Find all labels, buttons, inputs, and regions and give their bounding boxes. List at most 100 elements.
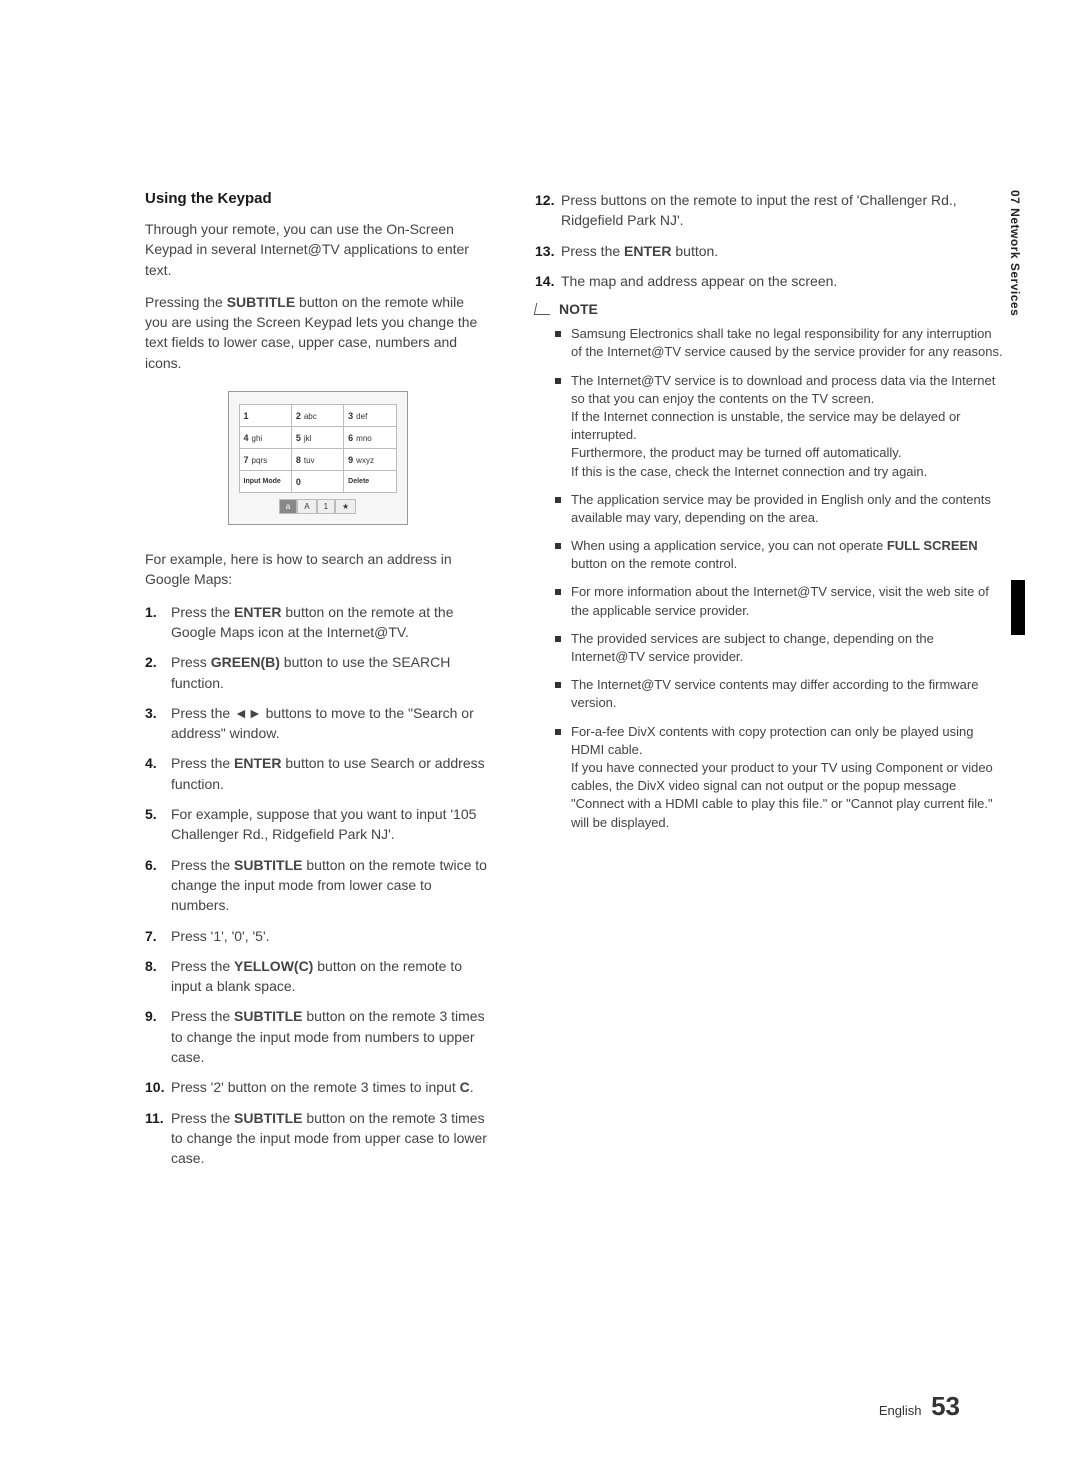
note-text: Samsung Electronics shall take no legal … <box>571 326 1003 359</box>
step-bold: SUBTITLE <box>234 1008 302 1024</box>
keypad: 1 2abc 3def 4ghi 5jkl 6mno 7pqrs 8tuv 9w… <box>228 391 408 525</box>
note-item: The Internet@TV service contents may dif… <box>535 676 1005 712</box>
step-bold: C <box>460 1079 470 1095</box>
note-item: The application service may be provided … <box>535 491 1005 527</box>
step-bold: ENTER <box>624 243 671 259</box>
step-text: Press the <box>171 705 234 721</box>
step-item: 14. The map and address appear on the scr… <box>535 271 1005 291</box>
step-number: 12. <box>535 190 554 210</box>
key-8: 8tuv <box>291 449 343 471</box>
step-text: Press the <box>171 857 234 873</box>
step-text: Press '1', '0', '5'. <box>171 928 270 944</box>
step-bold: YELLOW(C) <box>234 958 313 974</box>
note-header: NOTE <box>535 301 1005 317</box>
left-column: Using the Keypad Through your remote, yo… <box>145 190 490 1179</box>
step-bold: ◄► <box>234 705 262 721</box>
note-text: The Internet@TV service is to download a… <box>571 373 995 406</box>
note-text: If the Internet connection is unstable, … <box>571 409 961 442</box>
note-text: button on the remote control. <box>571 556 737 571</box>
mode-star: ★ <box>335 499 356 514</box>
key-input-mode: Input Mode <box>239 471 291 493</box>
step-number: 2. <box>145 652 157 672</box>
footer-page-number: 53 <box>931 1391 960 1421</box>
step-text: Press the <box>171 1008 234 1024</box>
keypad-mode-row: a A 1 ★ <box>239 499 397 514</box>
step-number: 11. <box>145 1108 164 1128</box>
bold-text: SUBTITLE <box>227 294 295 310</box>
step-number: 14. <box>535 271 554 291</box>
step-text: . <box>470 1079 474 1095</box>
key-2: 2abc <box>291 405 343 427</box>
step-number: 13. <box>535 241 554 261</box>
step-item: 9.Press the SUBTITLE button on the remot… <box>145 1006 490 1067</box>
side-marker <box>1011 580 1025 635</box>
note-text: The provided services are subject to cha… <box>571 631 934 664</box>
section-tab: 07 Network Services <box>1008 190 1022 316</box>
step-number: 9. <box>145 1006 157 1026</box>
note-text: The Internet@TV service contents may dif… <box>571 677 978 710</box>
mode-1: 1 <box>317 499 335 514</box>
step-number: 4. <box>145 753 157 773</box>
step-bold: SUBTITLE <box>234 1110 302 1126</box>
note-item: For-a-fee DivX contents with copy protec… <box>535 723 1005 832</box>
note-text: The application service may be provided … <box>571 492 991 525</box>
note-item: Samsung Electronics shall take no legal … <box>535 325 1005 361</box>
note-item: The Internet@TV service is to download a… <box>535 372 1005 481</box>
step-text: Press <box>171 654 211 670</box>
step-item: 12.Press buttons on the remote to input … <box>535 190 1005 231</box>
step-item: 3.Press the ◄► buttons to move to the "S… <box>145 703 490 744</box>
note-label: NOTE <box>559 301 598 317</box>
step-item: 2.Press GREEN(B) button to use the SEARC… <box>145 652 490 693</box>
keypad-grid: 1 2abc 3def 4ghi 5jkl 6mno 7pqrs 8tuv 9w… <box>239 404 397 493</box>
footer-language: English <box>879 1403 922 1418</box>
step-number: 7. <box>145 926 157 946</box>
mode-A: A <box>297 499 316 514</box>
key-7: 7pqrs <box>239 449 291 471</box>
note-text: For-a-fee DivX contents with copy protec… <box>571 724 974 757</box>
notes-list: Samsung Electronics shall take no legal … <box>535 325 1005 832</box>
step-number: 8. <box>145 956 157 976</box>
note-item: For more information about the Internet@… <box>535 583 1005 619</box>
steps-list-continued: 12.Press buttons on the remote to input … <box>535 190 1005 291</box>
step-text: Press the <box>171 604 234 620</box>
step-item: 6.Press the SUBTITLE button on the remot… <box>145 855 490 916</box>
note-item: The provided services are subject to cha… <box>535 630 1005 666</box>
steps-list: 1.Press the ENTER button on the remote a… <box>145 602 490 1169</box>
key-0: 0 <box>291 471 343 493</box>
step-item: 4.Press the ENTER button to use Search o… <box>145 753 490 794</box>
right-column: 12.Press buttons on the remote to input … <box>535 190 1005 1179</box>
step-text: Press the <box>171 958 234 974</box>
mode-a: a <box>279 499 297 514</box>
step-text: Press the <box>171 755 234 771</box>
step-text: Press '2' button on the remote 3 times t… <box>171 1079 460 1095</box>
key-4: 4ghi <box>239 427 291 449</box>
section-title: Using the Keypad <box>145 190 490 207</box>
key-3: 3def <box>344 405 396 427</box>
intro-paragraph-1: Through your remote, you can use the On-… <box>145 219 490 280</box>
step-text: Press the <box>171 1110 234 1126</box>
note-text: Furthermore, the product may be turned o… <box>571 445 901 460</box>
step-item: 1.Press the ENTER button on the remote a… <box>145 602 490 643</box>
example-intro: For example, here is how to search an ad… <box>145 549 490 590</box>
text: Pressing the <box>145 294 227 310</box>
step-text: The map and address appear on the screen… <box>561 273 837 289</box>
page-footer: English 53 <box>879 1391 960 1422</box>
key-5: 5jkl <box>291 427 343 449</box>
intro-paragraph-2: Pressing the SUBTITLE button on the remo… <box>145 292 490 373</box>
key-9: 9wxyz <box>344 449 396 471</box>
keypad-figure: 1 2abc 3def 4ghi 5jkl 6mno 7pqrs 8tuv 9w… <box>145 391 490 525</box>
key-6: 6mno <box>344 427 396 449</box>
note-bold: FULL SCREEN <box>887 538 978 553</box>
step-text: For example, suppose that you want to in… <box>171 806 476 842</box>
step-item: 5.For example, suppose that you want to … <box>145 804 490 845</box>
step-item: 8.Press the YELLOW(C) button on the remo… <box>145 956 490 997</box>
note-item: When using a application service, you ca… <box>535 537 1005 573</box>
step-bold: ENTER <box>234 755 281 771</box>
step-number: 1. <box>145 602 157 622</box>
step-bold: GREEN(B) <box>211 654 280 670</box>
step-number: 3. <box>145 703 157 723</box>
page-columns: Using the Keypad Through your remote, yo… <box>145 190 1005 1179</box>
step-text: button. <box>671 243 718 259</box>
step-text: Press the <box>561 243 624 259</box>
key-delete: Delete <box>344 471 396 493</box>
